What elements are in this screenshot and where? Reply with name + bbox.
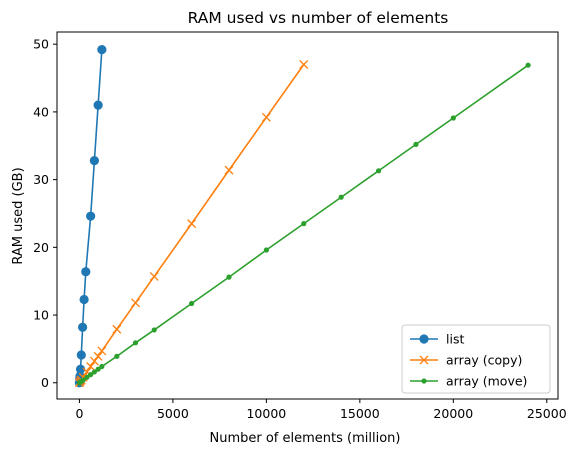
legend-marker-list — [419, 334, 429, 344]
data-point-array-move — [132, 340, 139, 346]
data-point-array-move — [413, 141, 419, 148]
data-point-array-move — [88, 372, 94, 378]
data-point-list — [81, 267, 91, 277]
plot-area — [74, 45, 531, 388]
data-point-array-move — [450, 115, 456, 121]
y-tick-label: 20 — [33, 240, 49, 255]
legend-label-array-copy: array (copy) — [446, 353, 522, 368]
data-point-array-copy — [224, 165, 234, 175]
legend-box — [401, 324, 551, 394]
data-point-array-move — [263, 247, 269, 253]
legend-entry-array-copy: array (copy) — [410, 353, 522, 368]
data-point-array-copy — [86, 362, 96, 371]
legend-label-array-move: array (move) — [446, 374, 527, 389]
legend-marker-array-move — [421, 378, 427, 384]
data-point-array-copy — [97, 346, 107, 356]
data-point-array-move — [114, 353, 120, 359]
data-point-array-move — [91, 369, 97, 375]
data-point-list — [75, 364, 86, 374]
plot-frame — [56, 31, 559, 400]
data-point-list — [97, 45, 107, 55]
data-point-list — [76, 350, 86, 360]
data-point-array-move — [226, 274, 232, 280]
data-point-array-copy — [261, 112, 271, 122]
y-axis-title: RAM used (GB) — [11, 167, 26, 264]
data-point-array-copy — [93, 351, 103, 361]
data-point-array-copy — [131, 298, 140, 308]
data-point-array-move — [188, 300, 195, 307]
data-point-list — [79, 294, 89, 305]
data-point-array-copy — [299, 60, 309, 69]
legend-entry-list: list — [410, 332, 464, 347]
x-axis: 0 5000 10000 15000 20000 25000 — [75, 399, 567, 421]
legend-label-list: list — [446, 332, 464, 347]
data-point-list — [89, 156, 99, 166]
y-tick-label: 0 — [41, 375, 49, 390]
data-point-list — [86, 211, 96, 221]
data-point-list — [93, 100, 103, 110]
chart-title: RAM used vs number of elements — [188, 9, 449, 27]
data-point-array-move — [84, 374, 90, 380]
data-point-list — [78, 322, 88, 332]
data-point-array-move — [99, 363, 105, 370]
y-axis: 0 10 20 30 40 50 — [33, 37, 57, 390]
x-tick-label: 0 — [75, 406, 83, 421]
y-tick-label: 50 — [33, 37, 49, 52]
series-array-copy — [74, 60, 309, 388]
data-point-array-move — [375, 168, 382, 174]
y-tick-label: 10 — [33, 308, 49, 323]
legend-marker-array-copy — [419, 355, 429, 365]
data-point-array-copy — [89, 356, 99, 366]
x-tick-label: 25000 — [527, 406, 567, 421]
data-point-array-move — [525, 62, 531, 68]
x-tick-label: 5000 — [157, 406, 189, 421]
data-point-array-move — [151, 327, 157, 333]
data-point-array-copy — [112, 324, 122, 334]
legend-entry-array-move: array (move) — [410, 374, 527, 389]
x-tick-label: 15000 — [340, 406, 380, 421]
data-point-array-move — [95, 366, 101, 372]
series-list — [74, 45, 107, 388]
data-point-array-copy — [187, 219, 197, 229]
x-tick-label: 20000 — [433, 406, 473, 421]
data-point-array-move — [301, 221, 307, 227]
legend: list array (copy) array (move) — [401, 324, 551, 394]
data-point-array-move — [80, 377, 86, 383]
y-tick-label: 30 — [33, 172, 49, 187]
series-array-move — [76, 62, 531, 386]
data-point-array-move — [338, 194, 344, 200]
x-tick-label: 10000 — [246, 406, 286, 421]
data-point-array-copy — [149, 271, 159, 281]
y-tick-label: 40 — [33, 104, 49, 119]
x-axis-title: Number of elements (million) — [210, 431, 401, 446]
